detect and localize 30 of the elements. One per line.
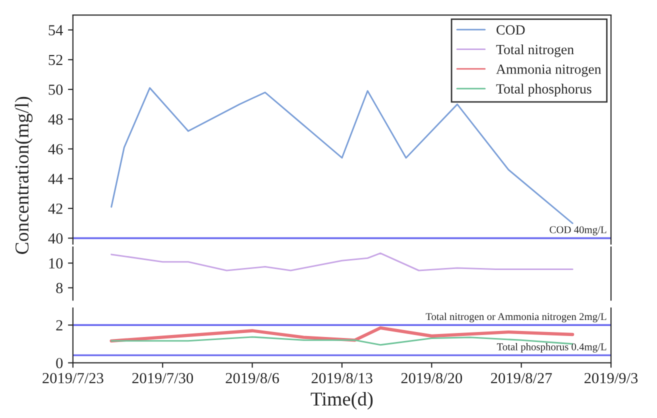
x-tick-label: 2019/8/13 [312, 372, 372, 384]
y-tick-label: 40 [48, 233, 63, 244]
ref-line-label: Total nitrogen or Ammonia nitrogen 2mg/L [426, 312, 606, 322]
y-tick-label: 50 [48, 84, 63, 95]
y-tick-label: 8 [56, 282, 63, 294]
y-tick-label: 48 [48, 114, 63, 125]
ref-line-label: COD 40mg/L [550, 226, 606, 236]
legend-label: Ammonia nitrogen [496, 64, 602, 77]
y-tick-label: 46 [48, 144, 63, 154]
legend-label: Total phosphorus [496, 84, 592, 96]
x-tick-label: 2019/7/30 [132, 372, 194, 384]
y-tick-label: 0 [56, 358, 63, 368]
x-tick-label: 2019/8/27 [491, 372, 552, 384]
y-axis-title: Concentration(mg/l) [14, 96, 33, 254]
y-tick-label: 42 [48, 204, 62, 214]
line-series [110, 326, 574, 343]
y-tick-label: 52 [48, 54, 62, 66]
x-tick-label: 2019/8/20 [401, 372, 462, 384]
y-tick-label: 2 [56, 320, 62, 330]
ref-line-label: Total phosphorus 0.4mg/L [496, 343, 606, 352]
legend-label: COD [496, 25, 525, 35]
y-tick-label: 44 [48, 174, 63, 184]
y-tick-label: 54 [48, 25, 63, 36]
legend-label: Total nitrogen [496, 44, 574, 58]
x-axis-title: Time(d) [310, 392, 373, 410]
y-tick-label: 10 [49, 258, 63, 269]
line-series [110, 252, 574, 272]
x-tick-label: 2019/7/23 [42, 372, 104, 384]
x-tick-label: 2019/9/3 [584, 372, 638, 384]
x-tick-label: 2019/8/6 [226, 372, 279, 384]
